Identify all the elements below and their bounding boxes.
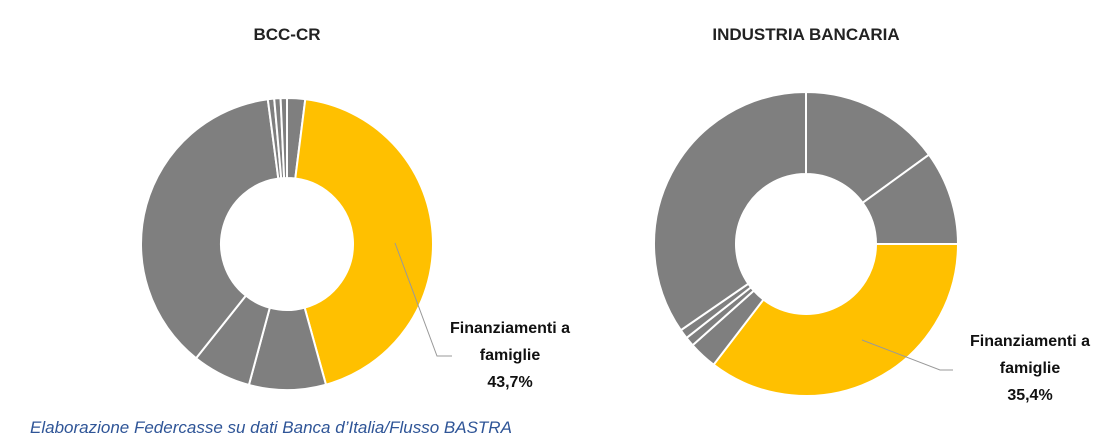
value-label: 35,4% xyxy=(1007,387,1053,404)
chart-title: BCC-CR xyxy=(253,25,320,44)
value-label: 43,7% xyxy=(487,374,533,391)
donut-segment xyxy=(140,98,280,360)
donut-segment xyxy=(653,90,807,332)
donut-segment xyxy=(712,243,960,397)
source-note: Elaborazione Federcasse su dati Banca d’… xyxy=(30,418,512,437)
chart-title: INDUSTRIA BANCARIA xyxy=(712,25,899,44)
leader-line xyxy=(861,339,953,371)
segment-label: Finanziamenti a famiglie xyxy=(969,333,1091,377)
donut-segment xyxy=(279,96,288,180)
donut-segment xyxy=(294,98,434,386)
leader-line xyxy=(394,242,452,357)
segment-label: Finanziamenti a famiglie xyxy=(449,320,571,364)
